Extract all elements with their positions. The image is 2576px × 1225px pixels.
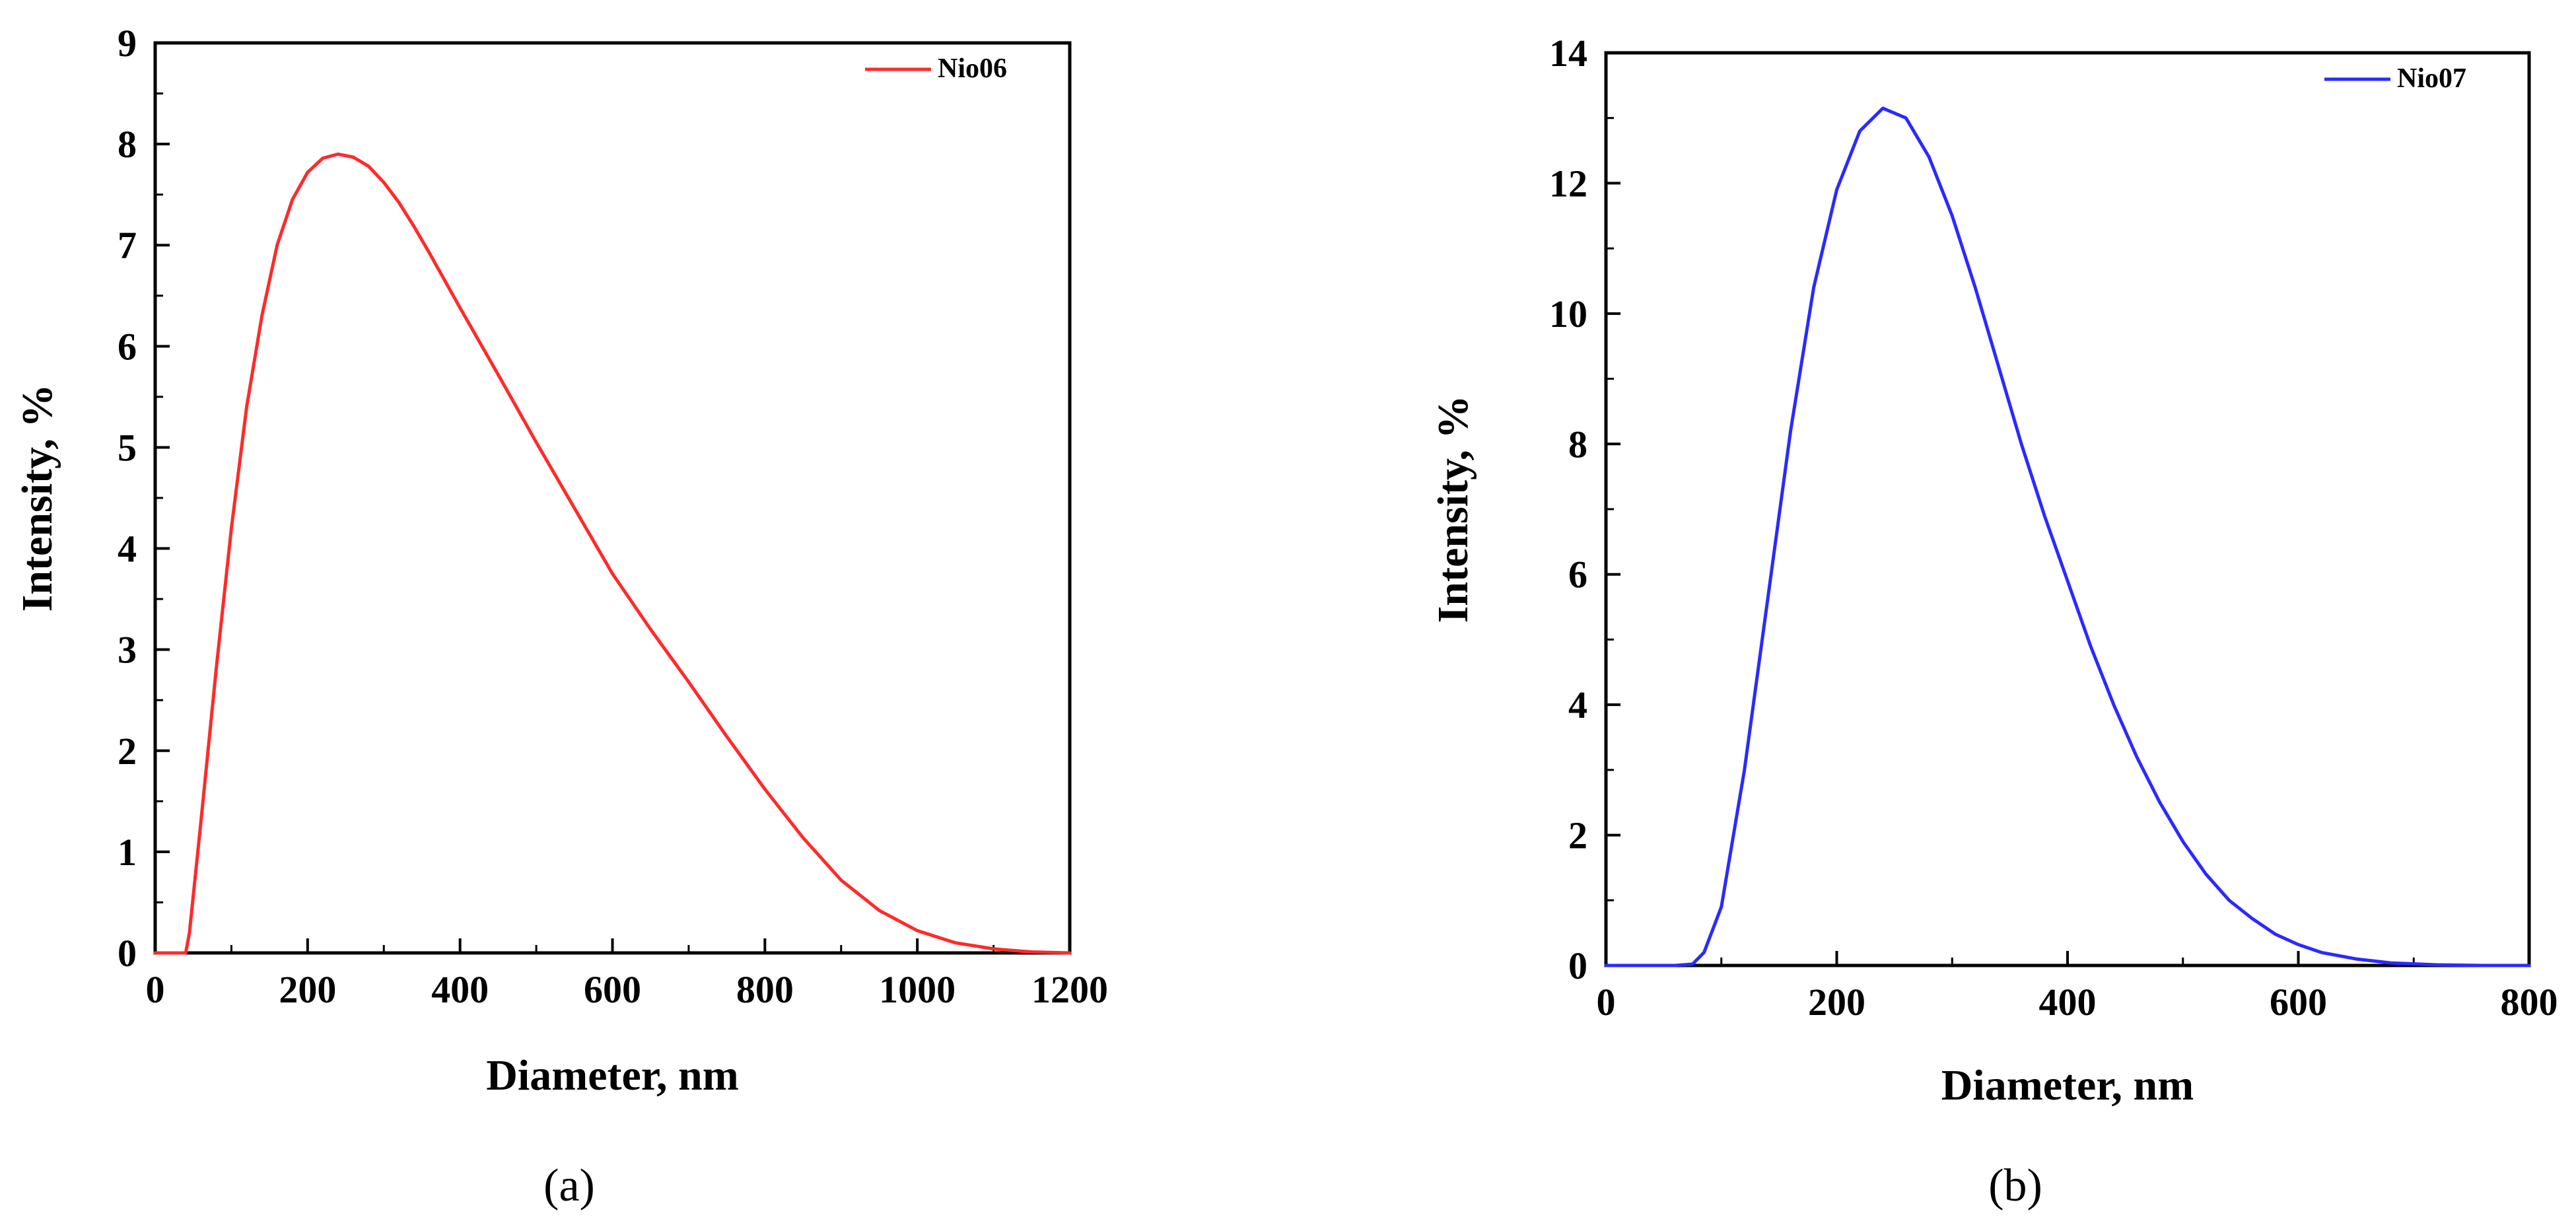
y-tick-label: 0: [1568, 944, 1587, 987]
y-tick-label: 3: [118, 629, 137, 672]
y-tick-label: 6: [1568, 553, 1587, 596]
series-line-Nio07: [1604, 106, 2531, 967]
y-tick-label: 2: [1568, 814, 1587, 857]
y-tick-label: 12: [1549, 162, 1587, 205]
x-tick-label: 200: [1808, 981, 1865, 1024]
y-tick-label: 9: [118, 22, 137, 65]
y-tick-label: 8: [1568, 423, 1587, 466]
x-tick-label: 800: [2501, 981, 2558, 1024]
plot-frame: [1604, 51, 2531, 967]
y-tick-label: 14: [1549, 32, 1587, 75]
x-tick-label: 800: [736, 968, 794, 1011]
x-tick-label: 1200: [1031, 968, 1108, 1011]
x-tick-label: 600: [2270, 981, 2327, 1024]
x-axis-title: Diameter, nm: [1941, 1061, 2194, 1109]
chart-panel-b: 0 200 400 600 800 0 2 4 6 8 10 12 14 Diameter, nm Inte…: [1429, 32, 2558, 1109]
x-tick-label: 0: [1597, 981, 1616, 1024]
x-tick-label: 1000: [879, 968, 956, 1011]
plot-frame: [153, 41, 1072, 955]
y-tick-label: 7: [118, 224, 137, 267]
y-tick-label: 0: [118, 932, 137, 975]
legend-label: Nio06: [938, 53, 1007, 84]
y-tick-label: 6: [118, 325, 137, 368]
y-tick-label: 2: [118, 730, 137, 773]
x-tick-label: 600: [584, 968, 641, 1011]
x-tick-label: 400: [431, 968, 489, 1011]
y-axis-title: Intensity, %: [13, 384, 61, 612]
chart-panel-a: 0 200 400 600 800 1000 1200 0 1 2 3 4 5 6 7 8 9 Diameter,…: [13, 22, 1108, 1100]
y-tick-label: 10: [1549, 293, 1587, 335]
y-axis-title: Intensity, %: [1429, 396, 1477, 623]
caption-b: (b): [1988, 1160, 2042, 1211]
series-line-Nio06: [153, 152, 1072, 955]
y-tick-label: 4: [118, 528, 137, 571]
x-tick-label: 200: [279, 968, 336, 1011]
y-tick-label: 8: [118, 123, 137, 166]
x-axis-title: Diameter, nm: [486, 1051, 738, 1100]
caption-a: (a): [543, 1160, 595, 1211]
x-tick-label: 0: [146, 968, 165, 1011]
y-tick-label: 4: [1568, 683, 1587, 726]
y-tick-label: 5: [118, 426, 137, 469]
x-tick-label: 400: [2039, 981, 2097, 1024]
legend-label: Nio07: [2397, 63, 2466, 94]
y-tick-label: 1: [118, 831, 137, 874]
